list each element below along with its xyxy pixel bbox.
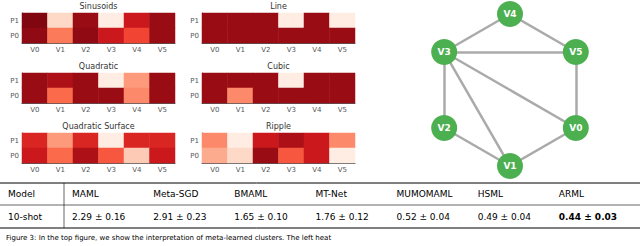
svg-text:P0: P0 xyxy=(190,152,199,160)
svg-text:V0: V0 xyxy=(30,46,39,54)
svg-text:2.29 ± 0.16: 2.29 ± 0.16 xyxy=(72,212,126,222)
svg-text:Sinusoids: Sinusoids xyxy=(80,2,118,11)
svg-text:V0: V0 xyxy=(569,123,582,133)
svg-text:2.91 ± 0.23: 2.91 ± 0.23 xyxy=(153,212,206,222)
svg-text:P1: P1 xyxy=(190,77,199,85)
svg-text:0.44 ± 0.03: 0.44 ± 0.03 xyxy=(559,212,617,222)
svg-text:V1: V1 xyxy=(56,166,65,174)
svg-text:ARML: ARML xyxy=(559,189,584,199)
svg-text:MUMOMAML: MUMOMAML xyxy=(397,189,453,199)
svg-text:V2: V2 xyxy=(261,106,270,114)
svg-text:V2: V2 xyxy=(81,166,90,174)
svg-text:V4: V4 xyxy=(132,106,142,114)
svg-text:V5: V5 xyxy=(158,106,167,114)
svg-text:Meta-SGD: Meta-SGD xyxy=(153,189,198,199)
svg-text:V3: V3 xyxy=(287,166,296,174)
svg-text:0.52 ± 0.04: 0.52 ± 0.04 xyxy=(397,212,451,222)
svg-text:V4: V4 xyxy=(132,166,142,174)
svg-text:P0: P0 xyxy=(10,92,19,100)
svg-text:V0: V0 xyxy=(210,166,219,174)
svg-text:V2: V2 xyxy=(261,166,270,174)
svg-text:P1: P1 xyxy=(190,17,199,25)
svg-text:0.49 ± 0.04: 0.49 ± 0.04 xyxy=(478,212,532,222)
svg-text:V2: V2 xyxy=(261,46,270,54)
svg-text:1.65 ± 0.10: 1.65 ± 0.10 xyxy=(234,212,288,222)
svg-text:V3: V3 xyxy=(287,46,296,54)
svg-text:V4: V4 xyxy=(503,9,516,19)
svg-text:Figure 3: In the top figure, w: Figure 3: In the top figure, we show the… xyxy=(6,234,331,242)
svg-text:Model: Model xyxy=(8,189,35,199)
svg-text:V0: V0 xyxy=(30,166,39,174)
svg-text:V1: V1 xyxy=(503,161,516,171)
svg-text:P0: P0 xyxy=(190,92,199,100)
svg-text:V3: V3 xyxy=(107,106,116,114)
svg-text:P0: P0 xyxy=(10,32,19,40)
svg-text:P1: P1 xyxy=(190,137,199,145)
svg-text:Line: Line xyxy=(270,2,287,11)
svg-text:HSML: HSML xyxy=(478,189,503,199)
svg-text:V0: V0 xyxy=(210,46,219,54)
svg-text:V2: V2 xyxy=(438,123,451,133)
svg-text:V5: V5 xyxy=(158,166,167,174)
svg-text:P1: P1 xyxy=(10,137,19,145)
svg-text:V1: V1 xyxy=(236,106,245,114)
svg-text:V4: V4 xyxy=(132,46,142,54)
svg-text:V1: V1 xyxy=(56,46,65,54)
svg-text:BMAML: BMAML xyxy=(234,189,267,199)
svg-text:V3: V3 xyxy=(438,47,451,57)
svg-text:V5: V5 xyxy=(569,47,582,57)
svg-text:V1: V1 xyxy=(56,106,65,114)
svg-text:Quadratic: Quadratic xyxy=(79,62,118,71)
svg-text:V0: V0 xyxy=(210,106,219,114)
svg-text:V5: V5 xyxy=(338,46,347,54)
svg-text:V5: V5 xyxy=(338,166,347,174)
svg-text:V3: V3 xyxy=(287,106,296,114)
svg-text:P0: P0 xyxy=(10,152,19,160)
svg-text:Ripple: Ripple xyxy=(266,122,291,131)
svg-text:P1: P1 xyxy=(10,17,19,25)
svg-text:Cubic: Cubic xyxy=(267,62,289,71)
svg-text:V0: V0 xyxy=(30,106,39,114)
svg-text:MAML: MAML xyxy=(72,189,99,199)
svg-text:V3: V3 xyxy=(107,46,116,54)
svg-text:P0: P0 xyxy=(190,32,199,40)
svg-text:P1: P1 xyxy=(10,77,19,85)
svg-text:V2: V2 xyxy=(81,46,90,54)
svg-text:V5: V5 xyxy=(158,46,167,54)
svg-text:V1: V1 xyxy=(236,46,245,54)
svg-text:Quadratic Surface: Quadratic Surface xyxy=(62,122,134,131)
svg-text:V2: V2 xyxy=(81,106,90,114)
svg-text:V4: V4 xyxy=(312,166,322,174)
svg-text:MT-Net: MT-Net xyxy=(315,189,347,199)
svg-text:V1: V1 xyxy=(236,166,245,174)
svg-text:10-shot: 10-shot xyxy=(8,212,43,222)
svg-text:1.76 ± 0.12: 1.76 ± 0.12 xyxy=(315,212,368,222)
svg-text:V5: V5 xyxy=(338,106,347,114)
svg-text:V4: V4 xyxy=(312,106,322,114)
svg-text:V3: V3 xyxy=(107,166,116,174)
svg-text:V4: V4 xyxy=(312,46,322,54)
